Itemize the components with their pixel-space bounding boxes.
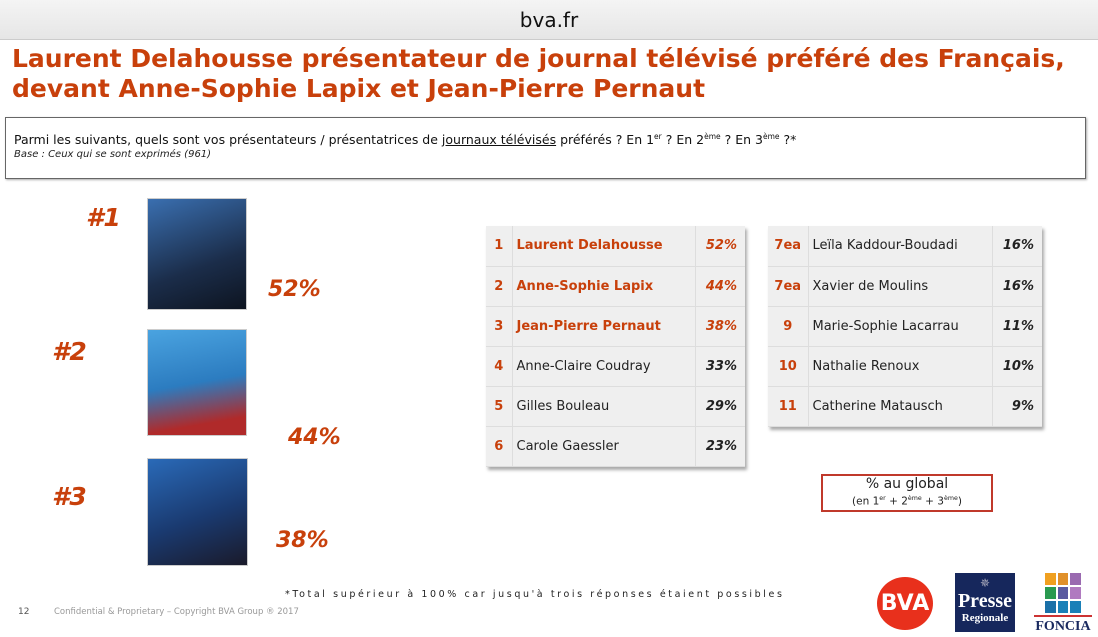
table-row: 5 Gilles Bouleau 29% bbox=[486, 386, 745, 427]
photo-jean-pierre-pernaut bbox=[147, 458, 248, 566]
podium-pct-3: 38% bbox=[276, 528, 329, 553]
page-title: Laurent Delahousse présentateur de journ… bbox=[12, 44, 1065, 103]
site-name: bva.fr bbox=[519, 8, 579, 32]
cell-rank: 3 bbox=[486, 306, 513, 347]
podium-rank-1: #1 bbox=[86, 203, 121, 232]
cell-name: Anne-Claire Coudray bbox=[512, 346, 695, 387]
table-row: 7ea Xavier de Moulins 16% bbox=[768, 266, 1042, 307]
cell-pct: 44% bbox=[694, 266, 745, 307]
cell-name: Gilles Bouleau bbox=[512, 386, 695, 427]
question-box: Parmi les suivants, quels sont vos prése… bbox=[5, 117, 1086, 179]
question-text: Parmi les suivants, quels sont vos prése… bbox=[14, 132, 797, 148]
cell-rank: 6 bbox=[486, 426, 513, 467]
cell-rank: 1 bbox=[486, 226, 513, 267]
presse-regionale-logo: ✵ Presse Regionale bbox=[955, 573, 1015, 632]
cell-rank: 2 bbox=[486, 266, 513, 307]
ranking-table-right: 7ea Leïla Kaddour-Boudadi 16% 7ea Xavier de … bbox=[768, 226, 1042, 427]
cell-pct: 52% bbox=[694, 226, 745, 267]
table-row: 10 Nathalie Renoux 10% bbox=[768, 346, 1042, 387]
cell-pct: 16% bbox=[991, 226, 1042, 267]
cell-pct: 9% bbox=[991, 386, 1042, 427]
cell-name: Jean-Pierre Pernaut bbox=[512, 306, 695, 347]
legend-sub: (en 1er + 2ème + 3ème) bbox=[852, 495, 962, 508]
cell-pct: 16% bbox=[991, 266, 1042, 307]
cell-name: Nathalie Renoux bbox=[808, 346, 992, 387]
cell-name: Laurent Delahousse bbox=[512, 226, 695, 267]
photo-laurent-delahousse bbox=[147, 198, 247, 310]
table-row: 6 Carole Gaessler 23% bbox=[486, 426, 745, 467]
table-row: 1 Laurent Delahousse 52% bbox=[486, 226, 745, 267]
top-bar: bva.fr bbox=[0, 0, 1098, 40]
table-row: 7ea Leïla Kaddour-Boudadi 16% bbox=[768, 226, 1042, 267]
cell-rank: 7ea bbox=[768, 226, 809, 267]
photo-anne-sophie-lapix bbox=[147, 329, 247, 436]
table-row: 4 Anne-Claire Coudray 33% bbox=[486, 346, 745, 387]
podium-pct-2: 44% bbox=[288, 425, 341, 450]
cell-pct: 10% bbox=[991, 346, 1042, 387]
cell-rank: 11 bbox=[768, 386, 809, 427]
footnote: *Total supérieur à 100% car jusqu'à troi… bbox=[285, 589, 785, 600]
page-number: 12 bbox=[18, 607, 30, 617]
foncia-logo: FONCIA bbox=[1030, 573, 1096, 634]
cell-name: Anne-Sophie Lapix bbox=[512, 266, 695, 307]
cell-pct: 23% bbox=[694, 426, 745, 467]
table-row: 9 Marie-Sophie Lacarrau 11% bbox=[768, 306, 1042, 347]
podium-rank-2: #2 bbox=[52, 337, 87, 366]
table-row: 2 Anne-Sophie Lapix 44% bbox=[486, 266, 745, 307]
copyright: Confidential & Proprietary – Copyright B… bbox=[54, 607, 299, 617]
podium-pct-1: 52% bbox=[268, 277, 321, 302]
cell-rank: 4 bbox=[486, 346, 513, 387]
bva-logo: BVA bbox=[877, 577, 933, 630]
base-text: Base : Ceux qui se sont exprimés (961) bbox=[14, 149, 212, 161]
legend-box: % au global (en 1er + 2ème + 3ème) bbox=[821, 474, 993, 512]
cell-rank: 9 bbox=[768, 306, 809, 347]
podium-rank-3: #3 bbox=[52, 482, 87, 511]
cell-name: Catherine Matausch bbox=[808, 386, 992, 427]
cell-name: Xavier de Moulins bbox=[808, 266, 992, 307]
table-row: 11 Catherine Matausch 9% bbox=[768, 386, 1042, 427]
cell-pct: 38% bbox=[694, 306, 745, 347]
cell-rank: 10 bbox=[768, 346, 809, 387]
cell-pct: 29% bbox=[694, 386, 745, 427]
cell-name: Marie-Sophie Lacarrau bbox=[808, 306, 992, 347]
cell-name: Leïla Kaddour-Boudadi bbox=[808, 226, 992, 267]
cell-pct: 11% bbox=[991, 306, 1042, 347]
cell-rank: 7ea bbox=[768, 266, 809, 307]
cell-rank: 5 bbox=[486, 386, 513, 427]
ranking-table-left: 1 Laurent Delahousse 52% 2 Anne-Sophie Lapix… bbox=[486, 226, 745, 467]
cell-name: Carole Gaessler bbox=[512, 426, 695, 467]
cell-pct: 33% bbox=[694, 346, 745, 387]
table-row: 3 Jean-Pierre Pernaut 38% bbox=[486, 306, 745, 347]
legend-main: % au global bbox=[865, 476, 949, 492]
